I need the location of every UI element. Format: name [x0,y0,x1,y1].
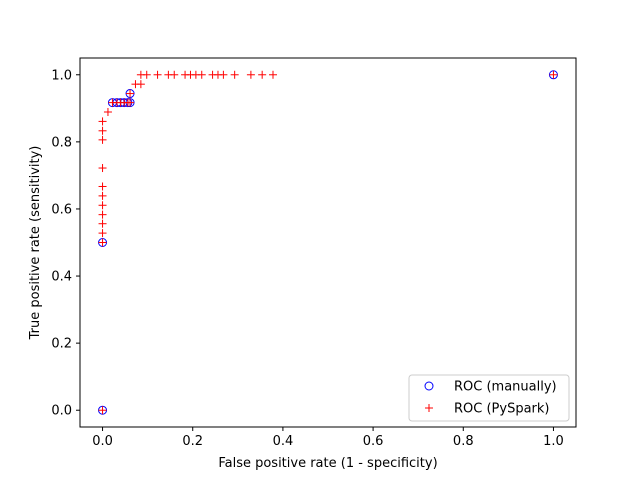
data-point [136,80,145,89]
y-tick-label: 0.0 [51,404,72,419]
data-point [153,70,162,79]
y-axis: 0.0 0.2 0.4 0.6 0.8 1.0 [51,68,80,419]
data-point [126,89,135,98]
legend-marker [425,404,433,412]
data-point [98,117,107,126]
y-tick-label: 0.8 [51,135,72,150]
data-point [98,182,107,191]
y-tick-label: 0.6 [51,202,72,217]
x-tick-label: 0.6 [363,434,384,449]
data-point [197,70,206,79]
series-manual [98,70,558,415]
data-point [219,70,228,79]
y-tick-label: 1.0 [51,68,72,83]
data-point [142,70,151,79]
data-point [258,70,267,79]
data-point [126,98,135,107]
legend-marker [424,381,434,391]
x-axis-label: False positive rate (1 - specificity) [218,456,437,471]
data-point [268,70,277,79]
legend: ROC (manually) ROC (PySpark) [408,374,570,422]
legend-box [408,374,570,422]
data-point [98,219,107,228]
x-tick-label: 0.2 [182,434,203,449]
data-point [230,70,239,79]
data-point [103,108,112,117]
legend-entries: ROC (manually) ROC (PySpark) [424,380,557,417]
chart-marks [98,70,558,415]
y-tick-label: 0.4 [51,270,72,285]
plot-frame [79,57,577,428]
data-point [98,201,107,210]
x-tick-label: 0.0 [92,434,113,449]
x-tick-label: 0.4 [273,434,294,449]
y-tick-label: 0.2 [51,337,72,352]
x-tick-label: 0.8 [453,434,474,449]
data-point [98,406,107,415]
legend-label: ROC (manually) [454,380,557,395]
data-point [98,164,107,173]
data-point [98,126,107,135]
series-pyspark [98,70,558,415]
data-point [549,70,558,79]
x-axis: 0.0 0.2 0.4 0.6 0.8 1.0 [92,427,564,449]
x-tick-label: 1.0 [543,434,564,449]
data-point [98,210,107,219]
data-point [98,135,107,144]
data-point [246,70,255,79]
data-point [98,238,107,247]
data-point [170,70,179,79]
legend-label: ROC (PySpark) [454,402,550,417]
data-point [98,191,107,200]
data-point [98,229,107,238]
y-axis-label: True positive rate (sensitivity) [28,146,43,341]
